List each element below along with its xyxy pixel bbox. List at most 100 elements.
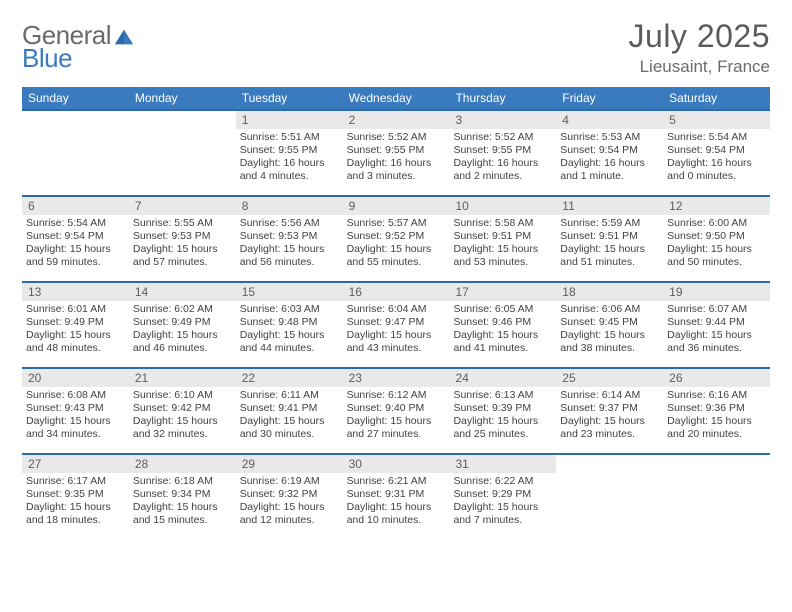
sunset-text: Sunset: 9:31 PM bbox=[347, 488, 446, 501]
cell-body: Sunrise: 6:10 AMSunset: 9:42 PMDaylight:… bbox=[129, 387, 236, 446]
sunset-text: Sunset: 9:55 PM bbox=[240, 144, 339, 157]
calendar-cell: 31Sunrise: 6:22 AMSunset: 9:29 PMDayligh… bbox=[449, 453, 556, 539]
sunset-text: Sunset: 9:54 PM bbox=[26, 230, 125, 243]
day-number: 29 bbox=[236, 453, 343, 473]
day-number: 20 bbox=[22, 367, 129, 387]
sunrise-text: Sunrise: 5:57 AM bbox=[347, 217, 446, 230]
calendar-cell: 10Sunrise: 5:58 AMSunset: 9:51 PMDayligh… bbox=[449, 195, 556, 281]
sunset-text: Sunset: 9:40 PM bbox=[347, 402, 446, 415]
day-number: 16 bbox=[343, 281, 450, 301]
sunrise-text: Sunrise: 6:13 AM bbox=[453, 389, 552, 402]
calendar-cell bbox=[556, 453, 663, 539]
sunset-text: Sunset: 9:54 PM bbox=[667, 144, 766, 157]
day-header: Sunday bbox=[22, 87, 129, 109]
sunset-text: Sunset: 9:29 PM bbox=[453, 488, 552, 501]
sunset-text: Sunset: 9:53 PM bbox=[133, 230, 232, 243]
sunset-text: Sunset: 9:41 PM bbox=[240, 402, 339, 415]
sunset-text: Sunset: 9:49 PM bbox=[133, 316, 232, 329]
sunrise-text: Sunrise: 6:04 AM bbox=[347, 303, 446, 316]
calendar-cell: 26Sunrise: 6:16 AMSunset: 9:36 PMDayligh… bbox=[663, 367, 770, 453]
daylight-text: Daylight: 15 hours and 20 minutes. bbox=[667, 415, 766, 441]
calendar-cell: 20Sunrise: 6:08 AMSunset: 9:43 PMDayligh… bbox=[22, 367, 129, 453]
cell-body: Sunrise: 6:14 AMSunset: 9:37 PMDaylight:… bbox=[556, 387, 663, 446]
daylight-text: Daylight: 15 hours and 38 minutes. bbox=[560, 329, 659, 355]
daylight-text: Daylight: 15 hours and 51 minutes. bbox=[560, 243, 659, 269]
daylight-text: Daylight: 15 hours and 48 minutes. bbox=[26, 329, 125, 355]
sunrise-text: Sunrise: 6:17 AM bbox=[26, 475, 125, 488]
week-row: 27Sunrise: 6:17 AMSunset: 9:35 PMDayligh… bbox=[22, 453, 770, 539]
calendar-cell: 22Sunrise: 6:11 AMSunset: 9:41 PMDayligh… bbox=[236, 367, 343, 453]
day-number: 1 bbox=[236, 109, 343, 129]
calendar-cell: 3Sunrise: 5:52 AMSunset: 9:55 PMDaylight… bbox=[449, 109, 556, 195]
logo-text: General Blue bbox=[22, 24, 111, 71]
day-number: 27 bbox=[22, 453, 129, 473]
calendar-cell: 16Sunrise: 6:04 AMSunset: 9:47 PMDayligh… bbox=[343, 281, 450, 367]
sunrise-text: Sunrise: 5:54 AM bbox=[667, 131, 766, 144]
cell-body: Sunrise: 5:54 AMSunset: 9:54 PMDaylight:… bbox=[22, 215, 129, 274]
cell-body: Sunrise: 5:51 AMSunset: 9:55 PMDaylight:… bbox=[236, 129, 343, 188]
calendar-cell bbox=[129, 109, 236, 195]
sunrise-text: Sunrise: 6:05 AM bbox=[453, 303, 552, 316]
calendar-cell: 9Sunrise: 5:57 AMSunset: 9:52 PMDaylight… bbox=[343, 195, 450, 281]
daylight-text: Daylight: 16 hours and 1 minute. bbox=[560, 157, 659, 183]
calendar-cell: 12Sunrise: 6:00 AMSunset: 9:50 PMDayligh… bbox=[663, 195, 770, 281]
daylight-text: Daylight: 15 hours and 27 minutes. bbox=[347, 415, 446, 441]
cell-body: Sunrise: 6:03 AMSunset: 9:48 PMDaylight:… bbox=[236, 301, 343, 360]
sunrise-text: Sunrise: 6:10 AM bbox=[133, 389, 232, 402]
sunrise-text: Sunrise: 6:19 AM bbox=[240, 475, 339, 488]
daylight-text: Daylight: 15 hours and 43 minutes. bbox=[347, 329, 446, 355]
day-number: 31 bbox=[449, 453, 556, 473]
calendar-cell: 2Sunrise: 5:52 AMSunset: 9:55 PMDaylight… bbox=[343, 109, 450, 195]
sunset-text: Sunset: 9:46 PM bbox=[453, 316, 552, 329]
day-number bbox=[129, 109, 236, 127]
sunrise-text: Sunrise: 6:18 AM bbox=[133, 475, 232, 488]
calendar-cell: 24Sunrise: 6:13 AMSunset: 9:39 PMDayligh… bbox=[449, 367, 556, 453]
calendar-cell: 30Sunrise: 6:21 AMSunset: 9:31 PMDayligh… bbox=[343, 453, 450, 539]
cell-body: Sunrise: 6:07 AMSunset: 9:44 PMDaylight:… bbox=[663, 301, 770, 360]
cell-body: Sunrise: 5:56 AMSunset: 9:53 PMDaylight:… bbox=[236, 215, 343, 274]
day-number: 26 bbox=[663, 367, 770, 387]
sunrise-text: Sunrise: 5:52 AM bbox=[453, 131, 552, 144]
sunset-text: Sunset: 9:54 PM bbox=[560, 144, 659, 157]
day-number bbox=[22, 109, 129, 127]
calendar-cell: 14Sunrise: 6:02 AMSunset: 9:49 PMDayligh… bbox=[129, 281, 236, 367]
sunrise-text: Sunrise: 6:03 AM bbox=[240, 303, 339, 316]
daylight-text: Daylight: 15 hours and 59 minutes. bbox=[26, 243, 125, 269]
sunrise-text: Sunrise: 6:11 AM bbox=[240, 389, 339, 402]
day-number bbox=[663, 453, 770, 471]
day-number: 8 bbox=[236, 195, 343, 215]
sunrise-text: Sunrise: 5:51 AM bbox=[240, 131, 339, 144]
sunset-text: Sunset: 9:55 PM bbox=[453, 144, 552, 157]
calendar-cell: 1Sunrise: 5:51 AMSunset: 9:55 PMDaylight… bbox=[236, 109, 343, 195]
sunrise-text: Sunrise: 6:08 AM bbox=[26, 389, 125, 402]
cell-body: Sunrise: 5:53 AMSunset: 9:54 PMDaylight:… bbox=[556, 129, 663, 188]
calendar-grid: Sunday Monday Tuesday Wednesday Thursday… bbox=[22, 87, 770, 539]
sunrise-text: Sunrise: 5:59 AM bbox=[560, 217, 659, 230]
calendar-cell bbox=[663, 453, 770, 539]
cell-body: Sunrise: 6:13 AMSunset: 9:39 PMDaylight:… bbox=[449, 387, 556, 446]
calendar-cell: 17Sunrise: 6:05 AMSunset: 9:46 PMDayligh… bbox=[449, 281, 556, 367]
daylight-text: Daylight: 15 hours and 23 minutes. bbox=[560, 415, 659, 441]
daylight-text: Daylight: 15 hours and 18 minutes. bbox=[26, 501, 125, 527]
day-header: Thursday bbox=[449, 87, 556, 109]
day-number: 24 bbox=[449, 367, 556, 387]
sunset-text: Sunset: 9:48 PM bbox=[240, 316, 339, 329]
daylight-text: Daylight: 15 hours and 57 minutes. bbox=[133, 243, 232, 269]
calendar-cell: 6Sunrise: 5:54 AMSunset: 9:54 PMDaylight… bbox=[22, 195, 129, 281]
calendar-cell: 28Sunrise: 6:18 AMSunset: 9:34 PMDayligh… bbox=[129, 453, 236, 539]
sunset-text: Sunset: 9:51 PM bbox=[453, 230, 552, 243]
daylight-text: Daylight: 16 hours and 2 minutes. bbox=[453, 157, 552, 183]
daylight-text: Daylight: 15 hours and 36 minutes. bbox=[667, 329, 766, 355]
calendar-cell: 21Sunrise: 6:10 AMSunset: 9:42 PMDayligh… bbox=[129, 367, 236, 453]
cell-body: Sunrise: 5:59 AMSunset: 9:51 PMDaylight:… bbox=[556, 215, 663, 274]
day-header: Wednesday bbox=[343, 87, 450, 109]
day-number: 28 bbox=[129, 453, 236, 473]
day-number: 5 bbox=[663, 109, 770, 129]
cell-body: Sunrise: 6:02 AMSunset: 9:49 PMDaylight:… bbox=[129, 301, 236, 360]
cell-body: Sunrise: 6:12 AMSunset: 9:40 PMDaylight:… bbox=[343, 387, 450, 446]
day-number: 13 bbox=[22, 281, 129, 301]
day-number: 22 bbox=[236, 367, 343, 387]
daylight-text: Daylight: 15 hours and 25 minutes. bbox=[453, 415, 552, 441]
sunset-text: Sunset: 9:42 PM bbox=[133, 402, 232, 415]
day-number: 17 bbox=[449, 281, 556, 301]
